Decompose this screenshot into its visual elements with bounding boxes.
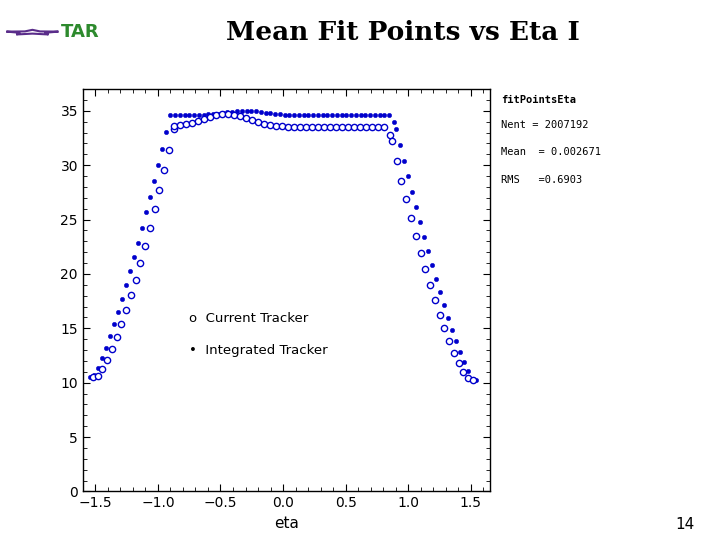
Text: 14: 14 <box>675 517 695 532</box>
Text: fitPointsEta: fitPointsEta <box>501 95 576 105</box>
Text: Mean  = 0.002671: Mean = 0.002671 <box>501 147 601 157</box>
Text: •  Integrated Tracker: • Integrated Tracker <box>189 344 327 357</box>
Text: RMS   =0.6903: RMS =0.6903 <box>501 175 582 185</box>
Text: Nent = 2007192: Nent = 2007192 <box>501 120 588 131</box>
Polygon shape <box>6 30 58 35</box>
Text: Mean Fit Points vs Eta I: Mean Fit Points vs Eta I <box>226 20 580 45</box>
Text: TAR: TAR <box>61 23 100 42</box>
X-axis label: eta: eta <box>274 516 299 531</box>
Text: o  Current Tracker: o Current Tracker <box>189 312 308 325</box>
